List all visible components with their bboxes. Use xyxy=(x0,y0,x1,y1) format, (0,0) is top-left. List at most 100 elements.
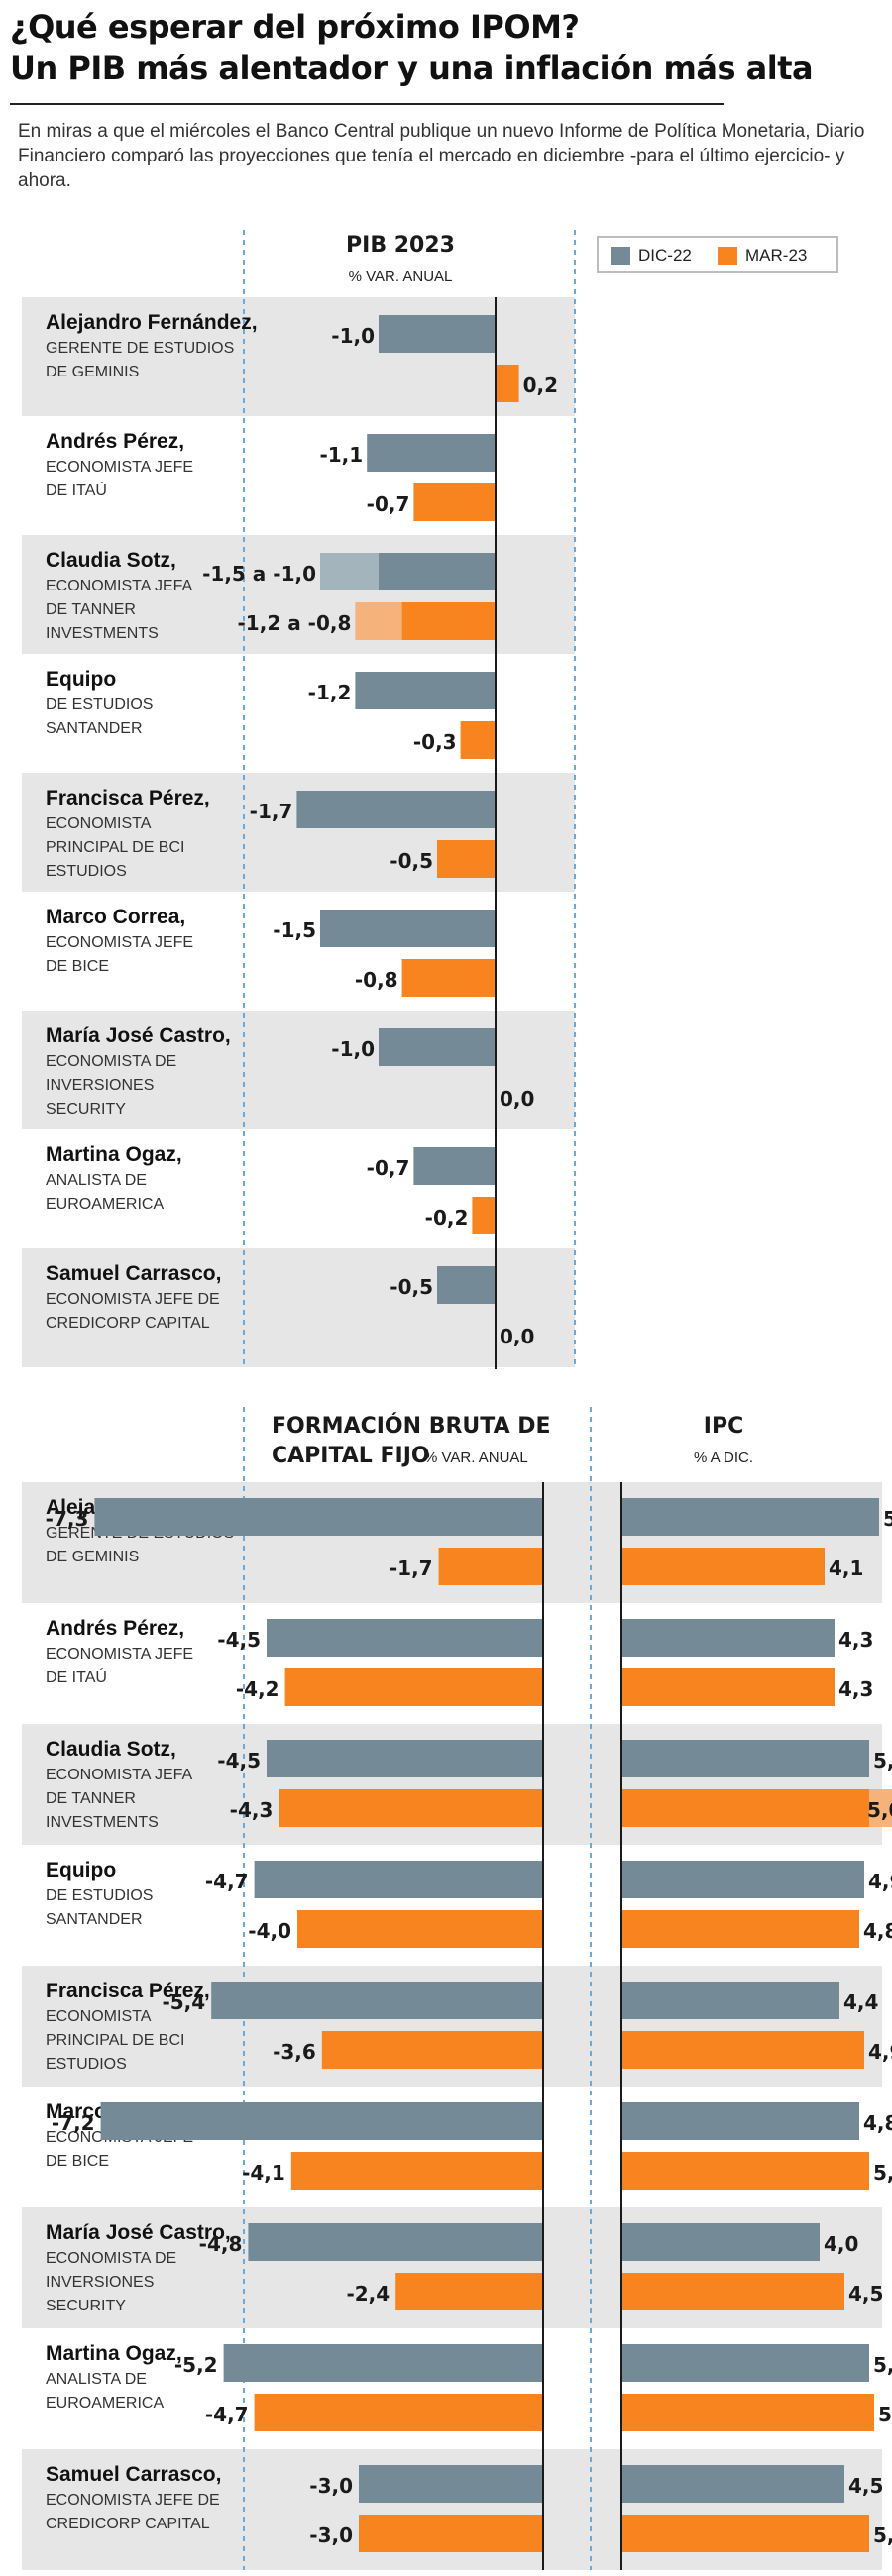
lower-person-role: ECONOMISTA xyxy=(46,2008,152,2025)
pib-bar-dic xyxy=(379,1028,496,1066)
ipc-bar-dic xyxy=(621,2223,820,2261)
pib-bar-dic xyxy=(296,791,496,828)
ipc-subtitle: % A DIC. xyxy=(694,1449,753,1466)
fbcf-label-mar: -4,3 xyxy=(230,1798,274,1822)
pib-bar-dic xyxy=(320,910,496,947)
pib-bar-mar xyxy=(437,840,496,878)
fbcf-bar-mar xyxy=(290,2152,543,2190)
fbcf-label-mar: -3,6 xyxy=(273,2040,316,2064)
lower-person-name: Andrés Pérez, xyxy=(46,1617,184,1640)
lower-person-name: María José Castro, xyxy=(46,2221,231,2244)
lower-person-role: ECONOMISTA JEFE xyxy=(46,1646,193,1663)
fbcf-label-mar: -2,4 xyxy=(346,2282,390,2306)
fbcf-bar-mar xyxy=(279,1789,543,1827)
ipc-bar-mar xyxy=(621,1910,859,1948)
ipc-label-mar: 4,5 xyxy=(848,2282,883,2306)
lower-person-role: INVERSIONES xyxy=(46,2274,154,2291)
fbcf-bar-dic xyxy=(223,2344,543,2382)
pib-label-mar: 0,0 xyxy=(500,1325,534,1348)
pib-bar-mar xyxy=(401,602,496,640)
ipc-bar-mar xyxy=(621,2152,869,2190)
ipc-bar-dic xyxy=(621,1498,879,1536)
pib-person-name: Samuel Carrasco, xyxy=(46,1262,221,1285)
pib-person-name: Andrés Pérez, xyxy=(46,430,184,453)
ipc-label-mar: 4,8 xyxy=(863,1919,892,1943)
ipc-label-dic: 5,2 xyxy=(883,1507,892,1531)
pib-person-role: INVESTMENTS xyxy=(46,625,159,642)
fbcf-label-mar: -4,1 xyxy=(242,2161,285,2185)
fbcf-label-dic: -4,7 xyxy=(205,1870,249,1893)
lower-person-role: ESTUDIOS xyxy=(46,2056,127,2073)
ipc-bar-dic xyxy=(621,2465,844,2503)
pib-label-mar: 0,0 xyxy=(500,1087,534,1111)
lower-person-role: INVESTMENTS xyxy=(46,1814,159,1831)
pib-bar-dic xyxy=(437,1266,496,1304)
title-line-1: ¿Qué esperar del próximo IPOM? xyxy=(10,8,580,46)
intro-text: En miras a que el miércoles el Banco Cen… xyxy=(18,121,865,191)
lower-person-role: DE TANNER xyxy=(46,1790,136,1807)
pib-label-mar: -0,5 xyxy=(390,849,433,873)
pib-title: PIB 2023 xyxy=(346,233,455,258)
fbcf-bar-mar xyxy=(395,2273,543,2310)
fbcf-bar-dic xyxy=(267,1740,543,1777)
ipc-bar-mar xyxy=(621,2031,864,2069)
pib-person-role: INVERSIONES xyxy=(46,1077,154,1094)
ipc-bar-mar xyxy=(621,1668,835,1706)
ipc-label-dic: 4,5 xyxy=(848,2474,883,2498)
pib-bar-mar xyxy=(413,483,496,521)
fbcf-label-mar: -4,7 xyxy=(205,2403,249,2426)
ipc-label-mar: 5,1 xyxy=(878,2403,892,2426)
pib-label-mar: -1,2 a -0,8 xyxy=(238,611,352,635)
pib-person-role: ECONOMISTA JEFE xyxy=(46,934,193,951)
pib-label-mar: -0,7 xyxy=(367,492,410,516)
ipc-label-dic: 4,0 xyxy=(824,2232,858,2256)
ipc-bar-dic xyxy=(621,2344,869,2382)
pib-label-dic: -1,5 xyxy=(273,918,316,942)
fbcf-bar-dic xyxy=(211,1982,543,2019)
fbcf-title-line-1: FORMACIÓN BRUTA DE xyxy=(272,1413,551,1439)
pib-label-mar: -0,8 xyxy=(355,968,398,992)
ipc-label-dic: 4,8 xyxy=(863,2111,892,2135)
pib-person-role: ECONOMISTA DE xyxy=(46,1053,176,1070)
ipc-bar-dic xyxy=(621,2102,859,2140)
pib-person-role: ECONOMISTA JEFE xyxy=(46,459,193,476)
lower-person-role: ECONOMISTA DE xyxy=(46,2250,176,2267)
pib-person-role: EUROAMERICA xyxy=(46,1196,164,1213)
pib-person-role: SECURITY xyxy=(46,1101,126,1118)
lower-person-role: CREDICORP CAPITAL xyxy=(46,2516,210,2532)
lower-person-role: SECURITY xyxy=(46,2298,126,2314)
ipc-label-dic: 4,9 xyxy=(868,1870,892,1893)
pib-bar-dic xyxy=(367,434,496,472)
fbcf-title-line-2: CAPITAL FIJO xyxy=(272,1444,430,1468)
pib-person-role: CREDICORP CAPITAL xyxy=(46,1315,210,1332)
lower-person-role: EUROAMERICA xyxy=(46,2395,164,2412)
lower-person-name: Claudia Sotz, xyxy=(46,1738,176,1761)
lower-person-role: DE BICE xyxy=(46,2153,109,2170)
fbcf-label-dic: -7,2 xyxy=(52,2111,95,2135)
legend: DIC-22 MAR-23 xyxy=(597,236,838,273)
fbcf-bar-dic xyxy=(248,2223,543,2261)
fbcf-subtitle: % VAR. ANUAL xyxy=(424,1449,528,1466)
pib-person-role: ECONOMISTA xyxy=(46,815,152,832)
fbcf-bar-dic xyxy=(254,1861,543,1898)
pib-label-dic: -1,5 a -1,0 xyxy=(202,562,316,586)
fbcf-bar-dic xyxy=(267,1619,543,1657)
fbcf-bar-mar xyxy=(254,2394,543,2431)
pib-person-name: Marco Correa, xyxy=(46,906,185,928)
legend-label-mar: MAR-23 xyxy=(745,246,808,265)
pib-label-dic: -1,7 xyxy=(250,800,293,823)
lower-person-name: Francisca Pérez, xyxy=(46,1980,210,2002)
ipc-bar-mar xyxy=(621,2273,844,2310)
lower-person-role: DE ESTUDIOS xyxy=(46,1887,153,1904)
pib-bar-dic xyxy=(379,553,496,590)
pib-person-role: DE ITAÚ xyxy=(46,481,107,499)
fbcf-label-dic: -4,5 xyxy=(217,1628,261,1652)
pib-person-role: DE ESTUDIOS xyxy=(46,697,153,713)
fbcf-label-mar: -4,2 xyxy=(236,1677,279,1701)
fbcf-label-dic: -3,0 xyxy=(309,2474,353,2498)
ipc-label-mar: 5,0 a 5,5 xyxy=(867,1798,892,1822)
lower-person-role: DE ITAÚ xyxy=(46,1667,107,1686)
legend-swatch-mar xyxy=(718,247,737,265)
ipc-bar-mar-range xyxy=(869,1789,892,1827)
ipc-label-mar: 4,3 xyxy=(838,1677,873,1701)
